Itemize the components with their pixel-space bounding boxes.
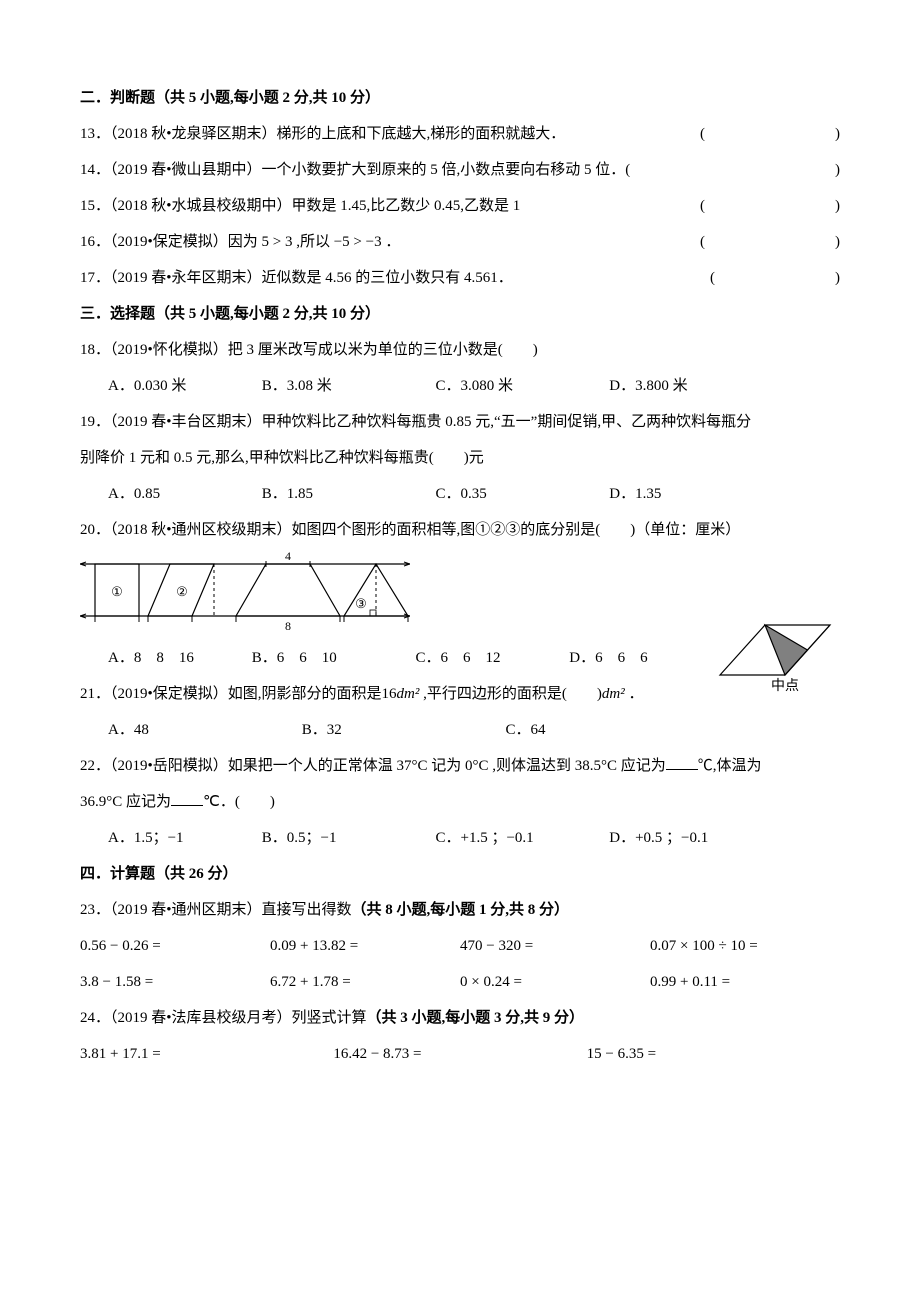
close-paren: ) (835, 116, 840, 152)
open-paren: ( (700, 224, 705, 260)
q14: 14．（2019 春•微山县期中）一个小数要扩大到原来的 5 倍,小数点要向右移… (80, 152, 840, 188)
q23-prefix: 23．（2019 春•通州区期末）直接写出得数 (80, 902, 352, 918)
section2-title: 二．判断题（共 5 小题,每小题 2 分,共 10 分） (80, 80, 840, 116)
q21-mid: ,平行四边形的面积是( ) (419, 686, 602, 702)
q17: 17．（2019 春•永年区期末）近似数是 4.56 的三位小数只有 4.561… (80, 260, 840, 296)
q20-opt-a: A．8 8 16 (108, 640, 248, 676)
q19-options: A．0.85 B．1.85 C．0.35 D．1.35 (80, 476, 840, 512)
q13-text: 13．（2018 秋•龙泉驿区期末）梯形的上底和下底越大,梯形的面积就越大． (80, 126, 565, 142)
calc-cell: 0.09 + 13.82 = (270, 928, 460, 964)
q21-opt-b: B．32 (302, 712, 502, 748)
q22-l2-before: 36.9°C 应记为 (80, 794, 171, 810)
q19-opt-d: D．1.35 (609, 476, 759, 512)
q20-opt-d: D．6 6 6 (569, 640, 689, 676)
section3-title: 三．选择题（共 5 小题,每小题 2 分,共 10 分） (80, 296, 840, 332)
q21-options: A．48 B．32 C．64 (80, 712, 840, 748)
q24-text: 24．（2019 春•法库县校级月考）列竖式计算（共 3 小题,每小题 3 分,… (80, 1000, 840, 1036)
svg-text:①: ① (111, 584, 123, 599)
q22-line1: 22．（2019•岳阳模拟）如果把一个人的正常体温 37°C 记为 0°C ,则… (80, 748, 840, 784)
calc-cell: 0.56 − 0.26 = (80, 928, 270, 964)
svg-text:②: ② (176, 584, 188, 599)
calc-cell: 3.8 − 1.58 = (80, 964, 270, 1000)
open-paren: ( (700, 116, 705, 152)
q22-before: 22．（2019•岳阳模拟）如果把一个人的正常体温 37°C 记为 0°C ,则… (80, 758, 666, 774)
q23-text: 23．（2019 春•通州区期末）直接写出得数（共 8 小题,每小题 1 分,共… (80, 892, 840, 928)
q21-figure: 中点 (710, 620, 840, 706)
section4-title: 四．计算题（共 26 分） (80, 856, 840, 892)
q24-bold: （共 3 小题,每小题 3 分,共 9 分） (367, 1010, 585, 1026)
q16-text: 16．（2019•保定模拟）因为 5 > 3 ,所以 −5 > −3 ． (80, 234, 400, 250)
q15: 15．（2018 秋•水城县校级期中）甲数是 1.45,比乙数少 0.45,乙数… (80, 188, 840, 224)
svg-text:③: ③ (355, 596, 367, 611)
q13: 13．（2018 秋•龙泉驿区期末）梯形的上底和下底越大,梯形的面积就越大． (… (80, 116, 840, 152)
q23-row1: 0.56 − 0.26 = 0.09 + 13.82 = 470 − 320 =… (80, 928, 840, 964)
q23-row2: 3.8 − 1.58 = 6.72 + 1.78 = 0 × 0.24 = 0.… (80, 964, 840, 1000)
open-paren: ( (710, 260, 715, 296)
q18-opt-c: C．3.080 米 (436, 368, 606, 404)
q18-opt-d: D．3.800 米 (609, 368, 759, 404)
q21-before: 21．（2019•保定模拟）如图,阴影部分的面积是16 (80, 686, 397, 702)
q18-text: 18．（2019•怀化模拟）把 3 厘米改写成以米为单位的三位小数是( ) (80, 332, 840, 368)
q22-opt-d: D．+0.5 ；−0.1 (609, 820, 759, 856)
q22-options: A．1.5；−1 B．0.5；−1 C．+1.5 ；−0.1 D．+0.5 ；−… (80, 820, 840, 856)
q18-opt-a: A．0.030 米 (108, 368, 258, 404)
calc-cell: 6.72 + 1.78 = (270, 964, 460, 1000)
close-paren: ) (835, 260, 840, 296)
q21-opt-a: A．48 (108, 712, 298, 748)
q21-unit1: dm² (397, 686, 420, 702)
q21-unit2: dm² (602, 686, 625, 702)
q22-l2-after: ℃．( ) (203, 794, 275, 810)
q22-opt-b: B．0.5；−1 (262, 820, 432, 856)
open-paren: ( (700, 188, 705, 224)
q21-after: ． (625, 686, 644, 702)
svg-text:4: 4 (285, 552, 291, 563)
q19-opt-c: C．0.35 (436, 476, 606, 512)
q20-opt-c: C．6 6 12 (416, 640, 566, 676)
q24-row: 3.81 + 17.1 = 16.42 − 8.73 = 15 − 6.35 = (80, 1036, 840, 1072)
q19-line1: 19．（2019 春•丰台区期末）甲种饮料比乙种饮料每瓶贵 0.85 元,“五一… (80, 404, 840, 440)
q22-mid: ℃,体温为 (698, 758, 762, 774)
q19-opt-a: A．0.85 (108, 476, 258, 512)
q24-prefix: 24．（2019 春•法库县校级月考）列竖式计算 (80, 1010, 367, 1026)
calc-cell: 0.99 + 0.11 = (650, 964, 840, 1000)
q18-opt-b: B．3.08 米 (262, 368, 432, 404)
q23-bold: （共 8 小题,每小题 1 分,共 8 分） (352, 902, 570, 918)
calc-cell: 470 − 320 = (460, 928, 650, 964)
q18-options: A．0.030 米 B．3.08 米 C．3.080 米 D．3.800 米 (80, 368, 840, 404)
svg-text:8: 8 (285, 619, 291, 632)
q15-text: 15．（2018 秋•水城县校级期中）甲数是 1.45,比乙数少 0.45,乙数… (80, 198, 520, 214)
q22-opt-a: A．1.5；−1 (108, 820, 258, 856)
q20-text: 20．（2018 秋•通州区校级期末）如图四个图形的面积相等,图①②③的底分别是… (80, 512, 840, 548)
q19-opt-b: B．1.85 (262, 476, 432, 512)
calc-cell: 0 × 0.24 = (460, 964, 650, 1000)
close-paren: ) (835, 188, 840, 224)
close-paren: ) (835, 152, 840, 188)
blank (171, 790, 203, 806)
q20-opt-b: B．6 6 10 (252, 640, 412, 676)
calc-cell: 15 − 6.35 = (587, 1036, 840, 1072)
calc-cell: 3.81 + 17.1 = (80, 1036, 333, 1072)
calc-cell: 16.42 − 8.73 = (333, 1036, 586, 1072)
q22-line2: 36.9°C 应记为 ℃．( ) (80, 784, 840, 820)
calc-cell: 0.07 × 100 ÷ 10 = (650, 928, 840, 964)
svg-text:中点: 中点 (771, 678, 799, 692)
q21-opt-c: C．64 (506, 712, 656, 748)
q16: 16．（2019•保定模拟）因为 5 > 3 ,所以 −5 > −3 ． ( ) (80, 224, 840, 260)
q17-text: 17．（2019 春•永年区期末）近似数是 4.56 的三位小数只有 4.561… (80, 270, 513, 286)
q19-line2: 别降价 1 元和 0.5 元,那么,甲种饮料比乙种饮料每瓶贵( )元 (80, 440, 840, 476)
q22-opt-c: C．+1.5 ；−0.1 (436, 820, 606, 856)
q14-text: 14．（2019 春•微山县期中）一个小数要扩大到原来的 5 倍,小数点要向右移… (80, 162, 630, 178)
close-paren: ) (835, 224, 840, 260)
blank (666, 754, 698, 770)
